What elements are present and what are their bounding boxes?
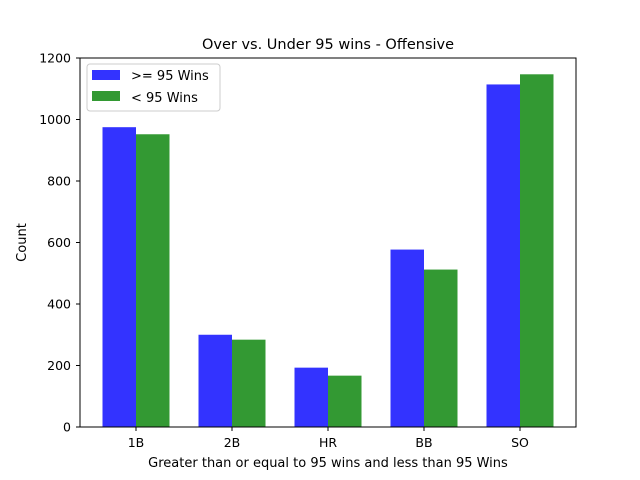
bar-series-2-bb <box>424 269 458 427</box>
plot-area <box>79 57 577 428</box>
x-axis: 1B 2B HR BB SO <box>128 427 529 450</box>
x-tick-label: HR <box>319 435 337 450</box>
bar-series-1-2b <box>198 334 232 427</box>
y-tick-label: 800 <box>47 174 71 189</box>
y-tick-label: 200 <box>47 358 71 373</box>
chart-title: Over vs. Under 95 wins - Offensive <box>202 37 454 53</box>
x-axis-label: Greater than or equal to 95 wins and les… <box>148 456 508 471</box>
x-tick-label: BB <box>415 435 432 450</box>
bar-series-2-1b <box>136 134 170 427</box>
bar-series-2-hr <box>328 375 362 427</box>
x-tick-label: SO <box>511 435 529 450</box>
bar-series-2-2b <box>232 339 266 427</box>
bar-series-1-hr <box>294 367 328 427</box>
y-tick-label: 600 <box>47 235 71 250</box>
y-tick-label: 400 <box>47 297 71 312</box>
y-tick-label: 1000 <box>39 112 71 127</box>
bar-series-1-bb <box>390 249 424 427</box>
y-tick-label: 1200 <box>39 51 71 66</box>
x-tick-label: 1B <box>128 435 145 450</box>
y-axis-label: Count <box>15 223 30 262</box>
legend-swatch-series-1 <box>92 70 120 80</box>
legend-label-series-2: < 95 Wins <box>131 91 198 106</box>
legend-label-series-1: >= 95 Wins <box>131 69 209 84</box>
x-tick-label: 2B <box>224 435 241 450</box>
y-tick-label: 0 <box>63 420 71 435</box>
y-axis: 0 200 400 600 800 1000 1200 <box>39 51 80 435</box>
legend: >= 95 Wins < 95 Wins <box>86 63 221 112</box>
bars-layer <box>102 74 554 428</box>
bar-series-1-1b <box>102 127 136 427</box>
legend-swatch-series-2 <box>92 91 120 101</box>
bar-series-1-so <box>486 84 520 427</box>
bar-series-2-so <box>520 74 554 428</box>
legend-box <box>86 63 221 112</box>
